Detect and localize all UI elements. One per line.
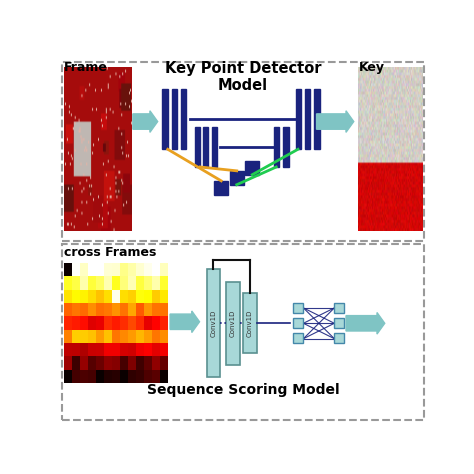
Text: Key: Key bbox=[358, 61, 384, 74]
Bar bbox=[314, 89, 319, 149]
Bar bbox=[283, 127, 289, 167]
Bar bbox=[293, 302, 303, 312]
Bar bbox=[334, 318, 345, 328]
Bar bbox=[181, 89, 186, 149]
Text: cross Frames: cross Frames bbox=[64, 246, 156, 259]
Bar bbox=[203, 127, 208, 167]
Bar bbox=[226, 282, 240, 365]
Bar bbox=[195, 127, 200, 167]
Bar bbox=[334, 333, 345, 343]
Bar bbox=[230, 171, 244, 185]
Text: Sequence Scoring Model: Sequence Scoring Model bbox=[146, 383, 339, 397]
Bar bbox=[212, 127, 217, 167]
FancyArrow shape bbox=[170, 311, 200, 333]
Text: Conv1D: Conv1D bbox=[230, 310, 236, 337]
Text: Conv1D: Conv1D bbox=[210, 310, 217, 337]
Bar bbox=[162, 89, 168, 149]
Bar bbox=[296, 89, 301, 149]
Bar bbox=[274, 127, 279, 167]
Text: Key Point Detector
Model: Key Point Detector Model bbox=[164, 61, 321, 93]
Bar bbox=[293, 318, 303, 328]
Bar bbox=[334, 302, 345, 312]
Text: Conv1D: Conv1D bbox=[247, 310, 253, 337]
Text: Frame: Frame bbox=[64, 61, 108, 74]
FancyArrow shape bbox=[317, 111, 354, 132]
Bar bbox=[305, 89, 310, 149]
Bar bbox=[243, 293, 257, 353]
FancyBboxPatch shape bbox=[62, 62, 424, 241]
Bar bbox=[293, 333, 303, 343]
FancyArrow shape bbox=[133, 111, 158, 132]
FancyArrow shape bbox=[346, 312, 385, 334]
Bar bbox=[214, 181, 228, 195]
Bar bbox=[207, 269, 220, 377]
Bar bbox=[245, 161, 259, 175]
FancyBboxPatch shape bbox=[62, 244, 424, 419]
Bar bbox=[172, 89, 177, 149]
